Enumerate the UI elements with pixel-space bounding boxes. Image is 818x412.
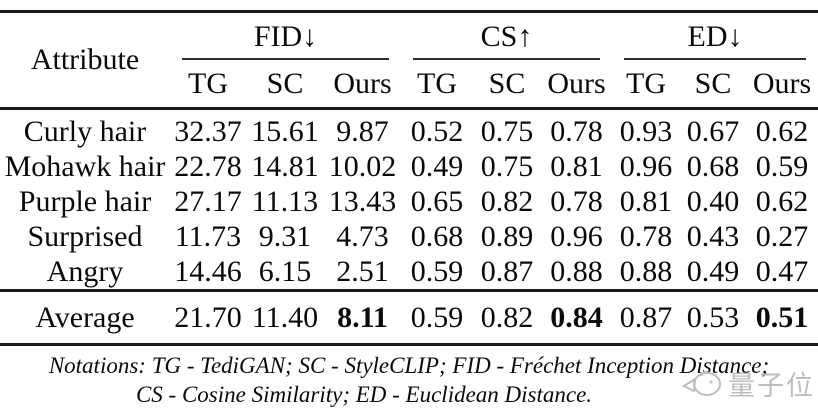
footnote-line-2: CS - Cosine Similarity; ED - Euclidean D… [135,382,593,407]
table-cell: 0.75 [480,150,534,183]
table-cell: 0.75 [480,115,534,148]
table-cell: 0.88 [619,255,673,288]
table-cell: 9.87 [336,115,389,148]
table-cell: 0.40 [686,185,740,218]
table-cell: 14.81 [251,150,319,183]
table-header: Attribute FID↓ CS↑ ED↓ TG SC Ours TG SC … [0,13,818,107]
col-header-cs-sc: SC [488,66,526,100]
cmidrule-ed [624,58,806,60]
table-cell: 22.78 [174,150,242,183]
table-cell: 15.61 [251,115,319,148]
table-cell: 0.59 [755,150,809,183]
table-cell: 14.46 [174,255,242,288]
table-row: Curly hair 32.37 15.61 9.87 0.52 0.75 0.… [0,114,818,149]
table-cell: 0.78 [619,220,673,253]
row-label: Surprised [27,220,143,253]
table-cell: 0.78 [550,185,603,218]
qbitai-mascot-icon [681,370,721,396]
table-cell: 0.43 [686,220,740,253]
group-header-fid-label: FID↓ [253,19,318,53]
watermark-text: 量子位 [728,371,815,401]
col-header-cs-ours: Ours [547,66,606,100]
col-header-fid-sc: SC [266,66,304,100]
row-label: Average [35,301,135,334]
group-header-ed: ED↓ [612,13,818,60]
table-cell: 13.43 [328,185,397,218]
average-row: Average 21.70 11.40 8.11 0.59 0.82 0.84 … [0,292,818,343]
col-header-ed-ours: Ours [752,66,812,100]
table-cell: 0.62 [755,185,809,218]
table-rule-bottom [0,343,818,346]
table-cell: 0.82 [480,301,534,334]
table-cell: 0.52 [410,115,464,148]
table-row: Purple hair 27.17 11.13 13.43 0.65 0.82 … [0,184,818,219]
table-cell: 0.68 [686,150,740,183]
table-cell: 32.37 [174,115,242,148]
table-cell: 0.82 [480,185,534,218]
cmidrule-fid [182,58,389,60]
table-cell: 0.47 [755,255,809,288]
row-label: Mohawk hair [4,150,166,183]
table-cell: 10.02 [328,150,397,183]
table-rule-top [0,10,818,13]
table-cell: 0.81 [550,150,603,183]
table-row: Angry 14.46 6.15 2.51 0.59 0.87 0.88 0.8… [0,254,818,289]
col-header-fid-tg: TG [188,66,228,100]
table-cell: 0.49 [686,255,740,288]
table-row: Mohawk hair 22.78 14.81 10.02 0.49 0.75 … [0,149,818,184]
table-cell: 0.67 [686,115,740,148]
group-header-cs: CS↑ [401,13,612,60]
row-label: Purple hair [18,185,152,218]
table-cell: 0.53 [686,301,740,334]
table-cell: 0.87 [480,255,534,288]
table-row: Surprised 11.73 9.31 4.73 0.68 0.89 0.96… [0,219,818,254]
col-header-cs-tg: TG [417,66,457,100]
table-cell-best: 8.11 [337,301,388,334]
table-rule-header-bottom [0,107,818,110]
table-cell: 0.88 [550,255,603,288]
group-header-cs-label: CS↑ [480,19,533,53]
cmidrule-cs [413,58,600,60]
table-body: Curly hair 32.37 15.61 9.87 0.52 0.75 0.… [0,110,818,289]
table-cell: 4.73 [336,220,389,253]
table-cell: 27.17 [174,185,242,218]
table-cell: 11.73 [174,220,242,253]
table-cell: 0.96 [550,220,603,253]
table-cell: 0.59 [410,301,464,334]
table-footnotes: Notations: TG - TediGAN; SC - StyleCLIP;… [0,351,818,409]
table-cell: 0.81 [619,185,673,218]
table-rule-mid [0,289,818,292]
table-cell: 0.27 [755,220,809,253]
table-cell: 0.89 [480,220,534,253]
top-margin [0,0,818,10]
group-header-ed-label: ED↓ [687,19,743,53]
table-cell: 21.70 [174,301,242,334]
group-header-fid: FID↓ [170,13,401,60]
table-cell: 0.59 [410,255,464,288]
table-cell: 0.68 [410,220,464,253]
col-header-ed-tg: TG [626,66,666,100]
table-cell: 6.15 [258,255,312,288]
header-attribute: Attribute [30,43,140,76]
table-cell: 2.51 [336,255,389,288]
table-cell: 0.96 [619,150,673,183]
row-label: Angry [46,255,124,288]
col-header-ed-sc: SC [694,66,732,100]
table-cell: 11.40 [251,301,319,334]
table-cell: 0.65 [410,185,464,218]
footnote-line-1: Notations: TG - TediGAN; SC - StyleCLIP;… [48,353,770,378]
table-cell: 0.93 [619,115,673,148]
table-cell-best: 0.51 [755,301,809,334]
row-label: Curly hair [23,115,147,148]
table-cell: 0.87 [619,301,673,334]
table-cell: 0.49 [410,150,464,183]
col-header-fid-ours: Ours [333,66,392,100]
table-cell: 11.13 [251,185,319,218]
table-cell: 9.31 [258,220,312,253]
table-cell: 0.62 [755,115,809,148]
table-cell: 0.78 [550,115,603,148]
table-cell-best: 0.84 [550,301,603,334]
watermark: 量子位 [681,364,815,403]
